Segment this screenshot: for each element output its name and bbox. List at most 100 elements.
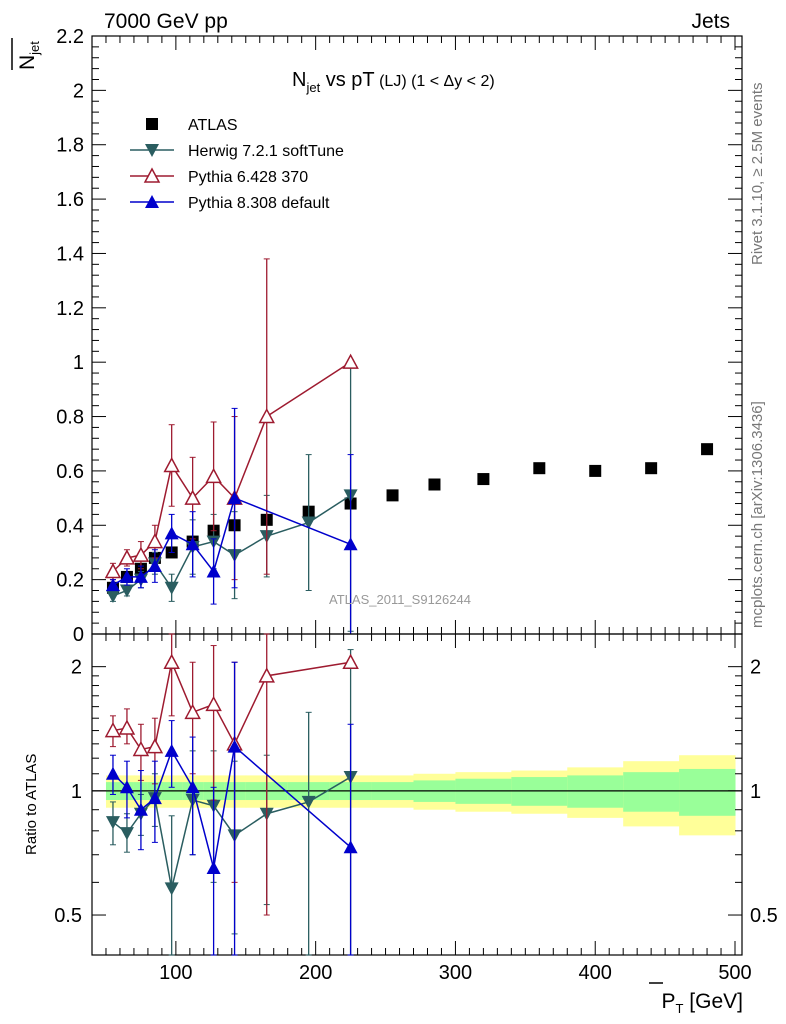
band-inner	[623, 772, 680, 812]
mcplots-label: mcplots.cern.ch [arXiv:1306.3436]	[749, 401, 766, 628]
main-y-tick-label: 1.2	[56, 298, 84, 320]
legend-label: ATLAS	[188, 117, 238, 134]
main-y-tick-label: 0.6	[56, 461, 84, 483]
ylabel-n: N	[16, 55, 39, 70]
ratio-series-1	[104, 633, 359, 916]
legend-item: Herwig 7.2.1 softTune	[130, 143, 344, 160]
ratio-data-point	[163, 653, 180, 669]
ratio-data-point	[185, 780, 200, 794]
main-y-tick-label: 1.8	[56, 135, 84, 157]
data-point	[533, 462, 546, 475]
data-point	[163, 456, 180, 473]
ratio-y-tick-label: 1	[71, 781, 82, 803]
data-point	[206, 564, 221, 578]
legend-item: ATLAS	[146, 117, 238, 134]
ratio-data-point	[147, 791, 162, 805]
legend-label: Pythia 8.308 default	[188, 195, 330, 212]
ratio-series-line	[112, 659, 351, 751]
rivet-label: Rivet 3.1.10, ≥ 2.5M events	[749, 83, 766, 266]
header-left: 7000 GeV pp	[104, 10, 228, 33]
data-point	[184, 489, 201, 505]
ratio-data-point	[105, 816, 120, 830]
legend-item: Pythia 6.428 370	[130, 167, 308, 186]
header-right: Jets	[691, 10, 730, 33]
legend-marker	[146, 118, 158, 130]
ratio-data-point	[227, 739, 242, 753]
data-point	[589, 464, 602, 477]
band-inner	[679, 768, 736, 816]
data-point	[164, 581, 179, 595]
ratio-y-tick-label-right: 2	[750, 657, 761, 679]
ratio-data-point	[343, 840, 358, 854]
ratio-data-point	[119, 827, 134, 841]
series-0	[106, 443, 714, 594]
main-y-tick-label: 0.4	[56, 515, 84, 537]
ratio-data-point	[205, 695, 222, 712]
data-point	[133, 569, 148, 583]
data-point	[164, 526, 179, 540]
data-point	[386, 489, 399, 502]
main-y-tick-label: 2.2	[56, 26, 84, 48]
x-tick-label: 300	[439, 962, 472, 984]
data-point	[104, 562, 122, 579]
data-point	[147, 559, 162, 573]
data-point	[258, 407, 275, 424]
title-n: N	[292, 69, 306, 91]
legend-label: Pythia 6.428 370	[188, 169, 308, 186]
data-point	[205, 467, 222, 484]
ratio-frame	[91, 633, 743, 956]
watermark: ATLAS_2011_S9126244	[329, 592, 471, 607]
main-ylabel: Njet	[11, 38, 42, 70]
x-tick-label: 100	[159, 962, 192, 984]
ratio-data-point	[164, 743, 179, 757]
data-point	[301, 516, 316, 530]
main-y-tick-label: 1	[73, 352, 84, 374]
series-line	[112, 361, 352, 573]
ylabel-sub: jet	[27, 41, 42, 56]
x-tick-label: 400	[579, 962, 612, 984]
data-point	[701, 443, 714, 456]
data-point	[118, 549, 136, 565]
series-3	[105, 407, 358, 635]
xlabel-rest: [GeV]	[683, 990, 743, 1013]
legend-marker	[145, 195, 159, 208]
ratio-data-point	[132, 740, 150, 757]
ratio-data-point	[258, 667, 275, 683]
data-point	[343, 537, 358, 551]
legend: ATLAS Herwig 7.2.1 softTune Pythia 6.428 3…	[130, 117, 344, 212]
data-point	[132, 546, 150, 562]
legend-marker	[143, 167, 161, 183]
data-point	[119, 569, 134, 583]
ratio-data-point	[119, 780, 134, 794]
title-sub: jet	[305, 80, 320, 95]
data-point	[477, 473, 490, 486]
ratio-data-point	[184, 703, 201, 720]
ratio-data-point	[342, 653, 359, 669]
legend-marker	[145, 144, 159, 157]
ratio-data-point	[105, 766, 120, 780]
ratio-y-tick-label: 2	[71, 657, 82, 679]
ratio-data-point	[104, 721, 122, 738]
svg-text:PT [GeV]: PT [GeV]	[662, 990, 744, 1016]
ratio-data-point	[301, 795, 316, 809]
plot-title: Njet vs pT (LJ) (1 < Δy < 2)	[292, 69, 495, 95]
data-point	[227, 491, 242, 505]
ratio-data-point	[118, 719, 136, 735]
title-range: (1 < Δy < 2)	[407, 73, 495, 90]
data-point	[645, 462, 658, 475]
svg-text:Njet: Njet	[16, 41, 42, 70]
x-tick-label: 500	[718, 962, 751, 984]
ratio-y-tick-label: 0.5	[54, 905, 82, 927]
title-lj: (LJ)	[375, 73, 407, 90]
main-y-tick-label: 2	[73, 80, 84, 102]
data-point	[105, 589, 120, 603]
ratio-data-point	[133, 802, 148, 816]
main-y-tick-label: 0	[73, 624, 84, 646]
data-point	[342, 353, 359, 369]
x-tick-label: 200	[299, 962, 332, 984]
main-y-tick-label: 1.4	[56, 243, 84, 265]
xlabel-p: P	[662, 990, 676, 1013]
band-inner	[567, 775, 624, 808]
data-point	[105, 578, 120, 592]
